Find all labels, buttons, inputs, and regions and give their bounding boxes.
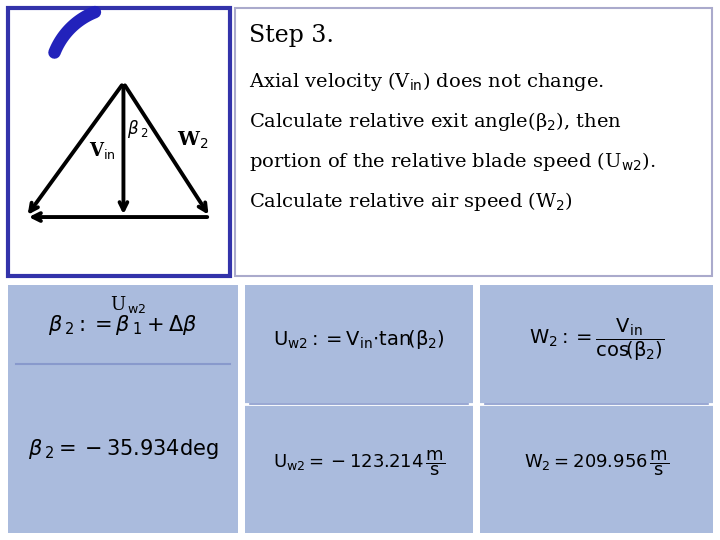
- Text: $\mathrm{U_{w2} = -123.214\,\dfrac{m}{s}}$: $\mathrm{U_{w2} = -123.214\,\dfrac{m}{s}…: [273, 449, 445, 478]
- Text: U$_{\,\mathrm{w2}}$: U$_{\,\mathrm{w2}}$: [109, 294, 146, 315]
- Text: V$_{\mathrm{in}}$: V$_{\mathrm{in}}$: [89, 139, 115, 160]
- Text: $\beta\,_2 := \beta\,_1 + \Delta\beta$: $\beta\,_2 := \beta\,_1 + \Delta\beta$: [48, 313, 197, 336]
- Bar: [8, 285, 238, 533]
- Bar: [245, 285, 473, 533]
- Text: Axial velocity (V$_{\mathrm{in}}$) does not change.: Axial velocity (V$_{\mathrm{in}}$) does …: [249, 70, 604, 93]
- Text: $\beta\,_2 = -35.934\mathrm{deg}$: $\beta\,_2 = -35.934\mathrm{deg}$: [27, 437, 218, 461]
- Text: Step 3.: Step 3.: [249, 24, 334, 47]
- Text: W$_2$: W$_2$: [176, 130, 208, 151]
- Text: Calculate relative exit angle(β$_2$), then: Calculate relative exit angle(β$_2$), th…: [249, 110, 622, 133]
- Text: $\mathrm{W_2 = 209.956\,\dfrac{m}{s}}$: $\mathrm{W_2 = 209.956\,\dfrac{m}{s}}$: [523, 449, 669, 478]
- Text: portion of the relative blade speed (U$_{\mathrm{w2}}$).: portion of the relative blade speed (U$_…: [249, 150, 655, 173]
- Text: Calculate relative air speed (W$_2$): Calculate relative air speed (W$_2$): [249, 190, 573, 213]
- Bar: [235, 8, 712, 276]
- Text: $\mathrm{U_{w2} := V_{in}{\cdot}tan\!\left(\beta_2\right)}$: $\mathrm{U_{w2} := V_{in}{\cdot}tan\!\le…: [273, 328, 445, 351]
- Bar: [480, 285, 713, 533]
- Bar: [8, 8, 230, 276]
- Text: $\mathrm{W_2 := \dfrac{V_{in}}{cos\!\left(\beta_2\right)}}$: $\mathrm{W_2 := \dfrac{V_{in}}{cos\!\lef…: [528, 316, 665, 363]
- Text: $\beta\,_2$: $\beta\,_2$: [127, 118, 149, 140]
